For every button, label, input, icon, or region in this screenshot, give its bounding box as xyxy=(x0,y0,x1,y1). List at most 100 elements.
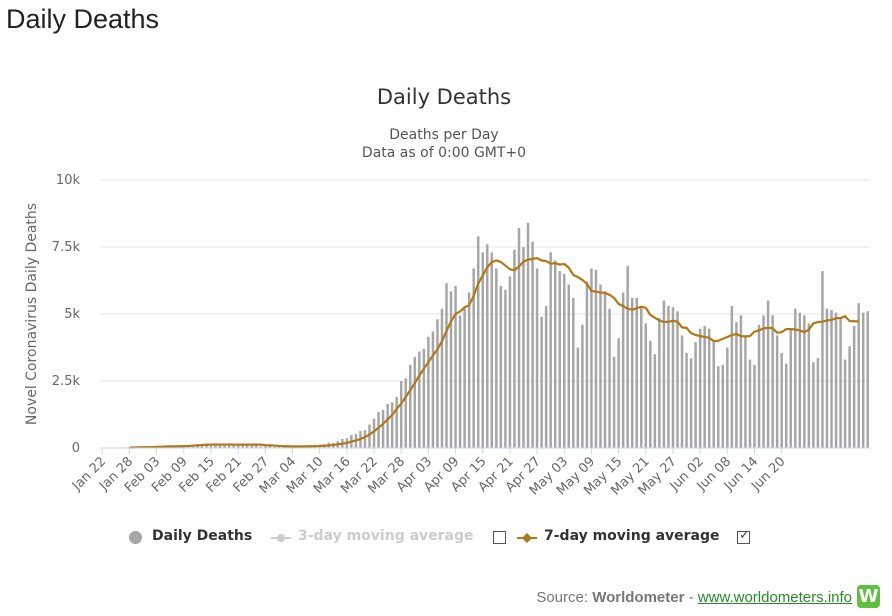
daily-deaths-bar[interactable] xyxy=(721,364,725,448)
daily-deaths-bar[interactable] xyxy=(726,347,729,449)
daily-deaths-bar[interactable] xyxy=(766,300,770,448)
daily-deaths-bar[interactable] xyxy=(508,276,512,448)
daily-deaths-bar[interactable] xyxy=(608,308,611,448)
daily-deaths-bar[interactable] xyxy=(599,284,602,448)
daily-deaths-bar[interactable] xyxy=(739,315,743,448)
daily-deaths-bar[interactable] xyxy=(689,358,693,448)
daily-deaths-bar[interactable] xyxy=(377,412,380,448)
daily-deaths-bar[interactable] xyxy=(250,445,253,448)
daily-deaths-bar[interactable] xyxy=(775,335,779,448)
daily-deaths-bar[interactable] xyxy=(241,443,244,448)
daily-deaths-bar[interactable] xyxy=(680,335,684,448)
daily-deaths-bar[interactable] xyxy=(821,271,824,448)
daily-deaths-bar[interactable] xyxy=(553,260,557,448)
daily-deaths-bar[interactable] xyxy=(495,268,498,448)
daily-deaths-bar[interactable] xyxy=(449,291,453,448)
daily-deaths-bar[interactable] xyxy=(513,249,516,448)
daily-deaths-bar[interactable] xyxy=(794,308,797,448)
legend-7-day-marker[interactable] xyxy=(516,530,538,546)
daily-deaths-bar[interactable] xyxy=(567,284,571,448)
daily-deaths-bar[interactable] xyxy=(431,331,435,448)
daily-deaths-bar[interactable] xyxy=(626,265,629,448)
source-link[interactable]: www.worldometers.info xyxy=(697,589,852,606)
daily-deaths-bar[interactable] xyxy=(232,444,235,448)
daily-deaths-bar[interactable] xyxy=(463,308,466,448)
legend-7-day-label[interactable]: 7-day moving average xyxy=(544,528,720,544)
daily-deaths-bar[interactable] xyxy=(227,444,231,448)
daily-deaths-bar[interactable] xyxy=(703,326,706,448)
daily-deaths-bar[interactable] xyxy=(399,381,403,448)
legend-3-day-checkbox[interactable] xyxy=(493,531,506,544)
daily-deaths-bar[interactable] xyxy=(807,323,811,448)
daily-deaths-bar[interactable] xyxy=(436,319,439,448)
daily-deaths-bar[interactable] xyxy=(576,347,580,449)
daily-deaths-bar[interactable] xyxy=(644,323,648,448)
daily-deaths-bar[interactable] xyxy=(585,281,589,448)
daily-deaths-bar[interactable] xyxy=(694,342,697,448)
daily-deaths-bar[interactable] xyxy=(535,268,539,448)
daily-deaths-bar[interactable] xyxy=(563,273,566,448)
daily-deaths-bar[interactable] xyxy=(486,244,489,448)
daily-deaths-bar[interactable] xyxy=(662,300,666,448)
daily-deaths-bar[interactable] xyxy=(259,446,263,448)
legend-daily-deaths-marker[interactable] xyxy=(129,531,142,544)
daily-deaths-bar[interactable] xyxy=(458,315,462,448)
daily-deaths-bar[interactable] xyxy=(612,356,616,448)
daily-deaths-bar[interactable] xyxy=(386,404,389,448)
daily-deaths-bar[interactable] xyxy=(372,418,376,448)
daily-deaths-bar[interactable] xyxy=(717,366,720,448)
daily-deaths-bar[interactable] xyxy=(816,358,820,448)
daily-deaths-bar[interactable] xyxy=(422,348,426,448)
daily-deaths-bar[interactable] xyxy=(594,269,598,448)
worldometer-logo-icon[interactable]: W xyxy=(857,585,880,608)
daily-deaths-bar[interactable] xyxy=(848,346,851,448)
daily-deaths-bar[interactable] xyxy=(544,305,548,448)
daily-deaths-bar[interactable] xyxy=(531,241,534,448)
daily-deaths-bar[interactable] xyxy=(676,311,679,448)
daily-deaths-bar[interactable] xyxy=(236,444,240,448)
daily-deaths-bar[interactable] xyxy=(712,339,715,448)
daily-deaths-bar[interactable] xyxy=(757,324,761,448)
legend-3-day-marker[interactable] xyxy=(270,530,292,546)
daily-deaths-bar[interactable] xyxy=(404,378,407,448)
daily-deaths-bar[interactable] xyxy=(685,352,688,448)
daily-deaths-bar[interactable] xyxy=(427,336,430,448)
daily-deaths-bar[interactable] xyxy=(454,285,457,448)
daily-deaths-bar[interactable] xyxy=(499,285,503,448)
daily-deaths-bar[interactable] xyxy=(264,446,267,448)
daily-deaths-bar[interactable] xyxy=(581,324,584,448)
daily-deaths-bar[interactable] xyxy=(803,315,806,448)
legend-7-day-checkbox[interactable]: ✓ xyxy=(737,528,750,544)
daily-deaths-bar[interactable] xyxy=(517,228,521,448)
daily-deaths-bar[interactable] xyxy=(812,362,815,448)
daily-deaths-bar[interactable] xyxy=(368,424,371,448)
daily-deaths-bar[interactable] xyxy=(418,351,421,448)
daily-deaths-bar[interactable] xyxy=(472,268,475,448)
daily-deaths-bar[interactable] xyxy=(771,315,774,448)
daily-deaths-bar[interactable] xyxy=(223,444,226,448)
daily-deaths-bar[interactable] xyxy=(467,292,471,448)
daily-deaths-bar[interactable] xyxy=(744,335,747,448)
daily-deaths-bar[interactable] xyxy=(558,271,561,448)
daily-deaths-bar[interactable] xyxy=(218,445,222,448)
daily-deaths-bar[interactable] xyxy=(762,315,765,448)
daily-deaths-bar[interactable] xyxy=(445,283,448,448)
daily-deaths-bar[interactable] xyxy=(735,322,738,448)
daily-deaths-bar[interactable] xyxy=(798,312,802,448)
daily-deaths-bar[interactable] xyxy=(640,305,643,448)
daily-deaths-bar[interactable] xyxy=(784,363,788,448)
daily-deaths-bar[interactable] xyxy=(635,297,638,448)
daily-deaths-bar[interactable] xyxy=(205,444,208,448)
daily-deaths-bar[interactable] xyxy=(526,222,530,448)
daily-deaths-bar[interactable] xyxy=(603,291,607,448)
daily-deaths-bar[interactable] xyxy=(549,252,552,448)
daily-deaths-bar[interactable] xyxy=(409,364,412,448)
daily-deaths-bar[interactable] xyxy=(866,311,869,448)
daily-deaths-bar[interactable] xyxy=(395,397,398,448)
daily-deaths-bar[interactable] xyxy=(861,312,865,448)
daily-deaths-bar[interactable] xyxy=(200,444,204,448)
daily-deaths-bar[interactable] xyxy=(440,308,444,448)
daily-deaths-bar[interactable] xyxy=(748,359,752,448)
daily-deaths-bar[interactable] xyxy=(481,252,484,448)
daily-deaths-bar[interactable] xyxy=(630,297,634,448)
